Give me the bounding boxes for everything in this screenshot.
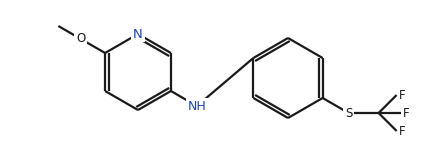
Text: NH: NH	[187, 100, 206, 113]
Text: N: N	[133, 27, 143, 40]
Text: F: F	[403, 106, 410, 120]
Text: O: O	[76, 33, 86, 46]
Text: S: S	[345, 106, 352, 120]
Text: F: F	[399, 124, 406, 137]
Text: F: F	[399, 89, 406, 102]
